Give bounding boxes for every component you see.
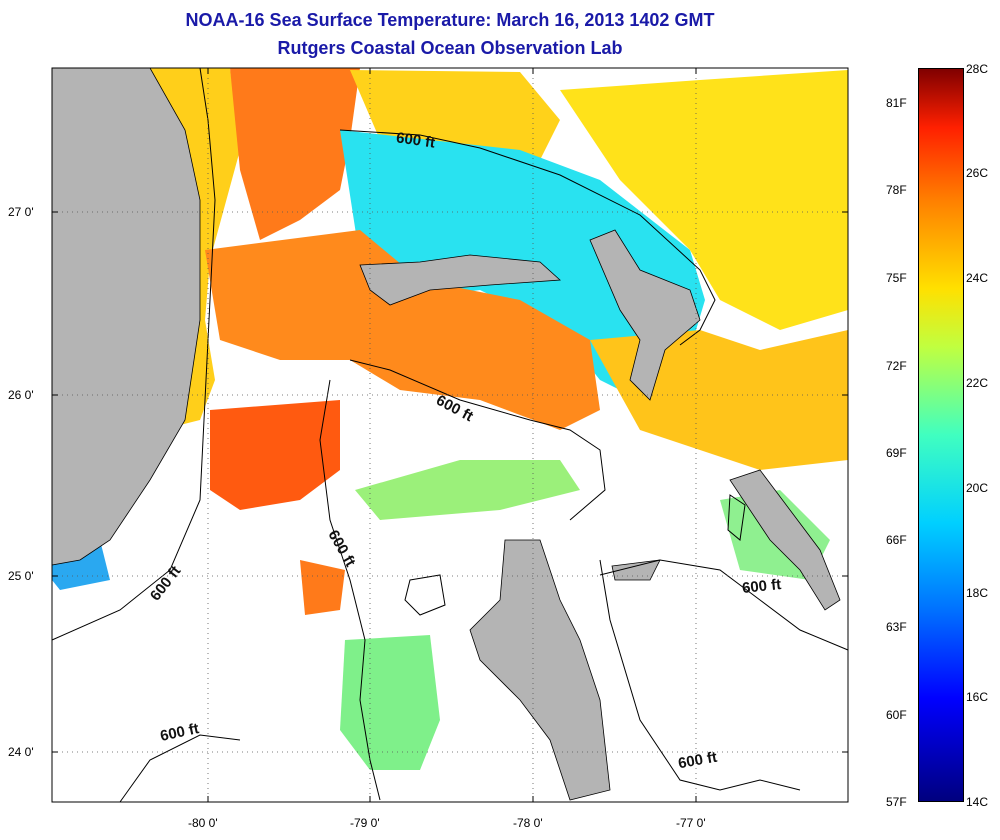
sst-patch [560,70,848,330]
eleuthera-land [729,469,841,611]
colorbar-c-label: 28C [966,62,989,76]
sst-patch [340,635,440,770]
sst-patch [210,400,340,510]
lat-label: 27 0' [8,205,34,219]
colorbar-f-label: 57F [886,795,907,809]
colorbar-f-label: 72F [886,359,907,373]
abaco-land [589,229,701,401]
colorbar-f-label: 78F [886,183,907,197]
contour-line [319,379,381,801]
lon-label: -77 0' [676,816,706,830]
colorbar-f-label: 63F [886,620,907,634]
plot-frame [51,67,849,803]
lat-label: 24 0' [8,745,34,759]
contour-line [727,494,746,541]
contour-line [349,359,606,521]
lon-label: -79 0' [350,816,380,830]
colorbar-f-label: 75F [886,271,907,285]
colorbar-f-label: 66F [886,533,907,547]
grand-bahama-land [359,254,561,306]
lon-label: -78 0' [513,816,543,830]
sst-patch [300,560,345,615]
contour-line [404,574,446,616]
depth-contours [51,67,849,803]
map-title: NOAA-16 Sea Surface Temperature: March 1… [185,10,715,30]
colorbar-c-label: 22C [966,376,989,390]
land [51,67,841,801]
colorbar-c-label: 20C [966,481,989,495]
contour-line [599,559,849,651]
contour-line [599,559,801,791]
sst-patch [230,68,360,240]
colorbar-c-label: 16C [966,690,989,704]
colorbar-c-label: 26C [966,166,989,180]
florida-land [51,67,201,566]
sst-patch [205,230,600,430]
map-subtitle: Rutgers Coastal Ocean Observation Lab [277,38,623,58]
colorbar-f-label: 81F [886,96,907,110]
contour-line [339,129,716,346]
lat-label: 26 0' [8,388,34,402]
islet-land [611,559,661,581]
colorbar-c-label: 24C [966,271,989,285]
axis-ticks [52,68,848,802]
lon-label: -80 0' [188,816,218,830]
andros-land [469,539,611,801]
colorbar-c-label: 18C [966,586,989,600]
colorbar-f-label: 60F [886,708,907,722]
colorbar [918,68,964,802]
sst-patch [355,460,580,520]
contour-line [119,734,241,803]
contour-line [51,67,216,641]
colorbar-c-label: 14C [966,795,989,809]
colorbar-f-label: 69F [886,446,907,460]
lat-label: 25 0' [8,569,34,583]
